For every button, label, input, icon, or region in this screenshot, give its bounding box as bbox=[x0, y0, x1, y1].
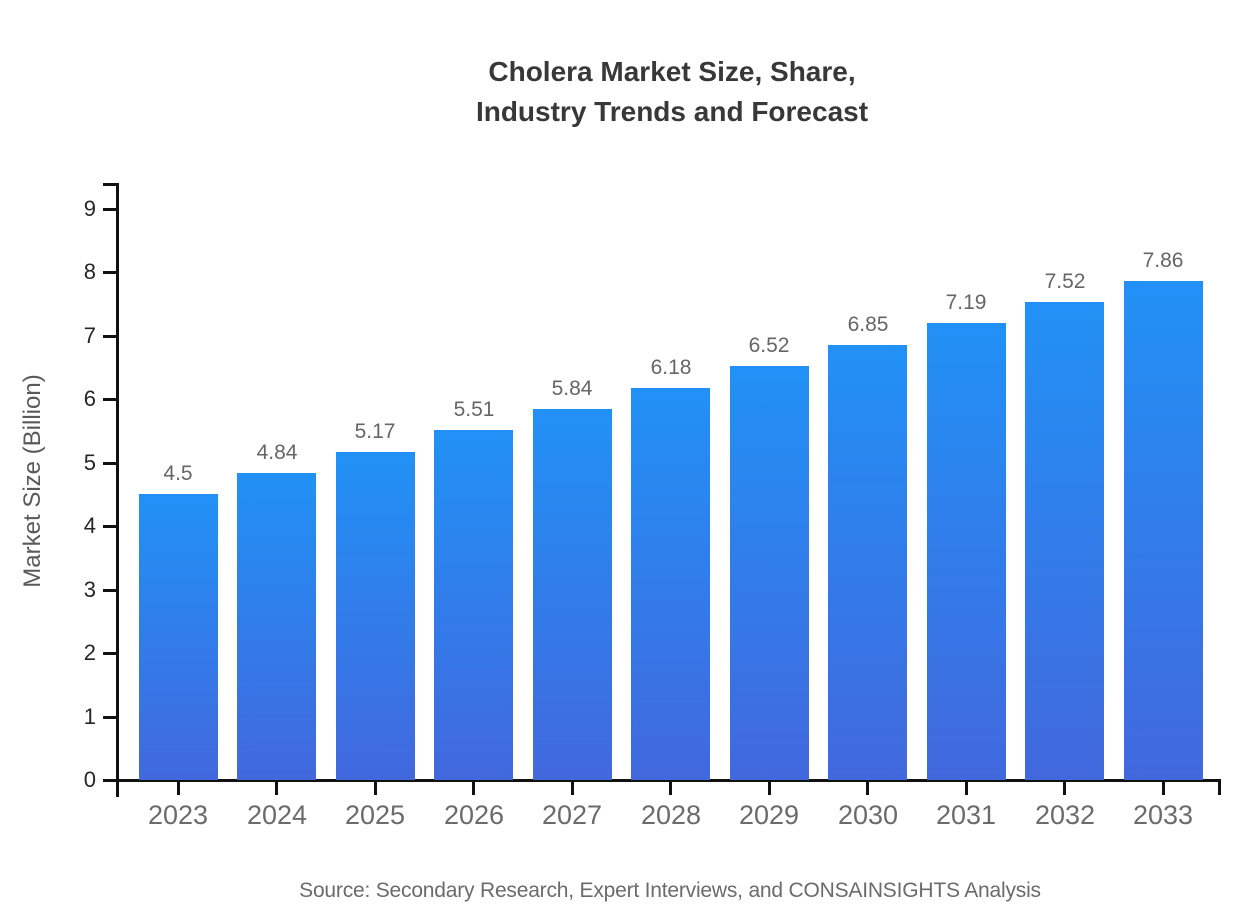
x-tick-label: 2024 bbox=[246, 800, 308, 830]
bar-value-label: 7.86 bbox=[1142, 249, 1184, 272]
bar bbox=[237, 473, 316, 780]
y-tick bbox=[103, 652, 117, 655]
x-axis-line bbox=[103, 779, 1221, 782]
bar bbox=[828, 345, 907, 780]
x-tick-label: 2026 bbox=[443, 800, 505, 830]
y-tick-label: 3 bbox=[83, 577, 96, 602]
bar bbox=[1124, 281, 1203, 780]
bar-value-label: 5.84 bbox=[551, 377, 593, 400]
bar-value-label: 6.52 bbox=[748, 334, 790, 357]
bar bbox=[434, 430, 513, 780]
chart-title-line2: Industry Trends and Forecast bbox=[475, 96, 869, 127]
y-tick-label: 7 bbox=[83, 323, 96, 348]
bar bbox=[927, 323, 1006, 780]
x-tick bbox=[1162, 781, 1165, 795]
x-tick bbox=[275, 781, 278, 795]
x-tick bbox=[965, 781, 968, 795]
y-tick-label: 8 bbox=[83, 259, 96, 284]
bar-value-label: 5.51 bbox=[453, 398, 495, 421]
bar-value-label: 7.19 bbox=[945, 291, 987, 314]
y-tick-label: 1 bbox=[83, 704, 96, 729]
y-axis-end-tick bbox=[103, 183, 117, 186]
bar bbox=[730, 366, 809, 780]
bar-value-label: 4.84 bbox=[256, 441, 298, 464]
bar-value-label: 6.18 bbox=[650, 356, 692, 379]
x-tick bbox=[768, 781, 771, 795]
x-tick-label: 2025 bbox=[344, 800, 406, 830]
x-tick bbox=[571, 781, 574, 795]
x-tick-label: 2023 bbox=[147, 800, 209, 830]
y-tick bbox=[103, 589, 117, 592]
x-tick-label: 2028 bbox=[640, 800, 702, 830]
bar bbox=[1025, 302, 1104, 780]
bar-value-label: 5.17 bbox=[354, 420, 396, 443]
x-tick bbox=[669, 781, 672, 795]
x-tick-label: 2030 bbox=[837, 800, 899, 830]
y-tick bbox=[103, 208, 117, 211]
y-tick-label: 6 bbox=[83, 386, 96, 411]
bar bbox=[631, 388, 710, 780]
bar-value-label: 6.85 bbox=[847, 313, 889, 336]
x-tick-label: 2032 bbox=[1034, 800, 1096, 830]
x-tick bbox=[472, 781, 475, 795]
y-tick bbox=[103, 779, 117, 782]
y-tick-label: 5 bbox=[83, 450, 96, 475]
y-tick-label: 2 bbox=[83, 640, 96, 665]
y-tick bbox=[103, 462, 117, 465]
x-tick-label: 2029 bbox=[738, 800, 800, 830]
x-tick bbox=[177, 781, 180, 795]
x-tick-label: 2031 bbox=[935, 800, 997, 830]
y-tick bbox=[103, 398, 117, 401]
y-tick-label: 9 bbox=[83, 196, 96, 221]
bar bbox=[336, 452, 415, 780]
x-tick bbox=[1063, 781, 1066, 795]
y-tick bbox=[103, 335, 117, 338]
bar bbox=[533, 409, 612, 780]
x-axis-end-tick bbox=[1218, 781, 1221, 795]
bar-value-label: 7.52 bbox=[1044, 270, 1086, 293]
y-axis-line bbox=[116, 183, 119, 797]
y-tick bbox=[103, 271, 117, 274]
x-tick-label: 2033 bbox=[1132, 800, 1194, 830]
bar-value-label: 4.5 bbox=[163, 462, 193, 485]
y-tick-label: 0 bbox=[83, 767, 96, 792]
chart-title: Cholera Market Size, Share, Industry Tre… bbox=[476, 52, 868, 132]
x-tick bbox=[866, 781, 869, 795]
chart-title-line1: Cholera Market Size, Share, bbox=[488, 56, 856, 87]
y-tick bbox=[103, 525, 117, 528]
bar bbox=[139, 494, 218, 780]
x-tick bbox=[374, 781, 377, 795]
y-tick bbox=[103, 716, 117, 719]
x-tick-label: 2027 bbox=[541, 800, 603, 830]
source-note: Source: Secondary Research, Expert Inter… bbox=[299, 879, 1041, 902]
y-tick-label: 4 bbox=[83, 513, 96, 538]
